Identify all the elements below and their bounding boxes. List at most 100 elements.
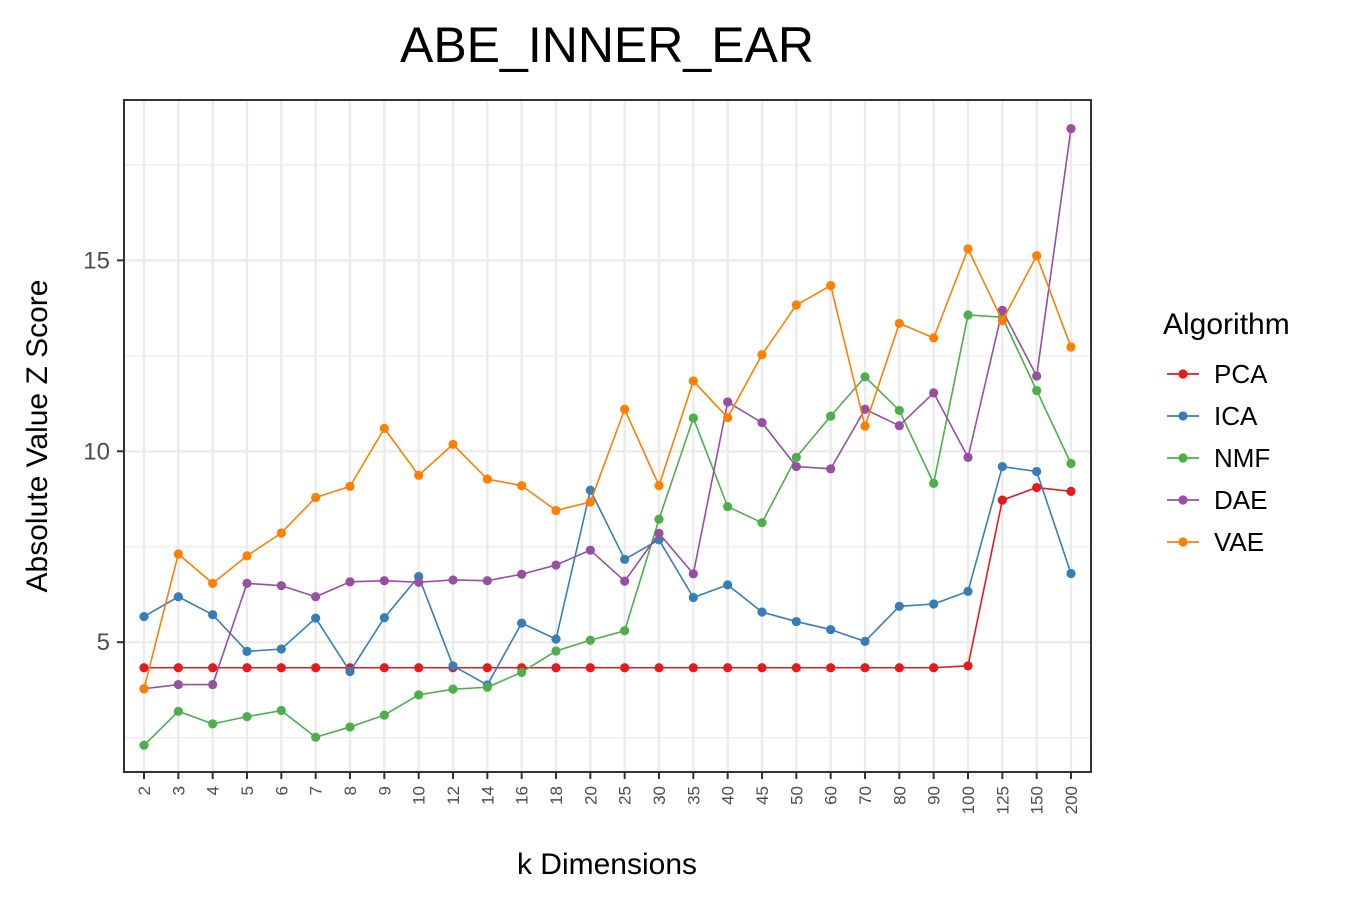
x-tick-label: 80 xyxy=(890,786,909,805)
data-point-pca xyxy=(620,663,630,673)
data-point-ica xyxy=(620,554,630,564)
grid-lines xyxy=(124,100,1091,772)
data-point-vae xyxy=(1032,251,1042,261)
series-line-dae xyxy=(143,128,1072,690)
data-point-dae xyxy=(311,592,321,602)
plot-border xyxy=(123,99,1092,773)
data-point-pca xyxy=(139,663,149,673)
data-point-ica xyxy=(860,636,870,647)
data-point-vae xyxy=(963,244,973,254)
data-point-pca xyxy=(551,663,561,673)
legend-label: NMF xyxy=(1214,443,1270,473)
data-point-ica xyxy=(688,592,698,603)
data-point-pca xyxy=(723,663,733,673)
data-point-nmf xyxy=(242,712,252,722)
data-point-dae xyxy=(208,679,218,690)
data-point-dae xyxy=(757,418,767,428)
data-point-pca xyxy=(929,663,939,673)
data-point-nmf xyxy=(311,732,321,742)
legend-label: VAE xyxy=(1214,527,1264,557)
y-tick-label: 15 xyxy=(83,247,110,274)
x-tick-label: 3 xyxy=(169,786,188,795)
data-point-pca xyxy=(757,663,767,673)
x-tick-label: 70 xyxy=(856,786,875,805)
legend-key-point xyxy=(1178,411,1188,421)
data-point-ica xyxy=(791,616,801,627)
chart-title: ABE_INNER_EAR xyxy=(400,17,814,73)
data-point-ica xyxy=(345,666,355,677)
x-tick-label: 4 xyxy=(204,786,223,795)
data-point-pca xyxy=(688,663,698,673)
legend-key-point xyxy=(1178,495,1188,505)
legend-title: Algorithm xyxy=(1163,308,1290,341)
data-point-nmf xyxy=(620,626,630,636)
x-tick-label: 9 xyxy=(375,786,394,795)
data-point-ica xyxy=(894,601,904,611)
data-point-pca xyxy=(654,663,664,673)
data-point-vae xyxy=(242,551,252,561)
data-point-nmf xyxy=(585,635,595,645)
series-line-nmf xyxy=(143,314,1072,746)
data-point-nmf xyxy=(139,740,149,750)
data-point-vae xyxy=(482,474,492,484)
data-point-dae xyxy=(929,388,939,398)
data-point-vae xyxy=(139,684,149,694)
data-point-nmf xyxy=(723,502,733,512)
data-point-dae xyxy=(1032,371,1042,381)
legend-item-dae: DAE xyxy=(1167,485,1267,515)
legend-item-nmf: NMF xyxy=(1167,443,1270,473)
data-point-dae xyxy=(345,577,355,587)
data-point-vae xyxy=(723,413,733,423)
series-vae xyxy=(139,244,1076,694)
legend-label: PCA xyxy=(1214,359,1268,389)
data-point-dae xyxy=(517,569,527,579)
legend-item-vae: VAE xyxy=(1167,527,1264,557)
data-point-nmf xyxy=(517,667,527,677)
x-tick-label: 30 xyxy=(650,786,669,805)
x-tick-label: 200 xyxy=(1062,786,1081,814)
data-point-nmf xyxy=(414,690,424,700)
data-point-ica xyxy=(826,624,836,635)
x-tick-label: 12 xyxy=(444,786,463,805)
data-point-dae xyxy=(173,679,183,690)
data-point-ica xyxy=(1066,568,1076,579)
series-line-vae xyxy=(143,248,1072,689)
legend-items: PCA ICA NMF DAE VAE xyxy=(1167,359,1270,557)
data-point-vae xyxy=(620,404,630,414)
data-point-pca xyxy=(585,663,595,673)
x-axis-title: k Dimensions xyxy=(517,848,697,881)
data-point-vae xyxy=(791,300,801,310)
data-point-pca xyxy=(791,663,801,673)
data-point-pca xyxy=(963,661,973,671)
data-point-vae xyxy=(173,549,183,559)
x-tick-label: 35 xyxy=(684,786,703,805)
x-tick-label: 5 xyxy=(238,786,257,795)
data-point-vae xyxy=(826,280,836,291)
data-point-dae xyxy=(1066,124,1076,134)
x-tick-label: 90 xyxy=(925,786,944,805)
x-tick-label: 8 xyxy=(341,786,360,795)
data-point-dae xyxy=(997,305,1007,315)
x-tick-label: 45 xyxy=(753,786,772,805)
data-point-dae xyxy=(379,576,389,586)
data-point-ica xyxy=(929,599,939,609)
data-point-vae xyxy=(208,578,218,588)
data-point-nmf xyxy=(1066,458,1076,469)
data-point-dae xyxy=(414,577,424,587)
data-point-nmf xyxy=(688,413,698,423)
legend-item-pca: PCA xyxy=(1167,359,1268,389)
data-point-nmf xyxy=(276,705,286,716)
series-ica xyxy=(139,461,1076,690)
data-point-pca xyxy=(1066,486,1076,496)
x-tick-label: 60 xyxy=(822,786,841,805)
y-tick-label: 5 xyxy=(97,629,110,656)
data-point-ica xyxy=(963,586,973,597)
data-point-ica xyxy=(517,618,527,628)
data-point-vae xyxy=(929,333,939,343)
legend-item-ica: ICA xyxy=(1167,401,1258,431)
x-tick-label: 100 xyxy=(959,786,978,814)
data-point-dae xyxy=(448,575,458,585)
data-point-dae xyxy=(963,452,973,462)
x-tick-label: 18 xyxy=(547,786,566,805)
